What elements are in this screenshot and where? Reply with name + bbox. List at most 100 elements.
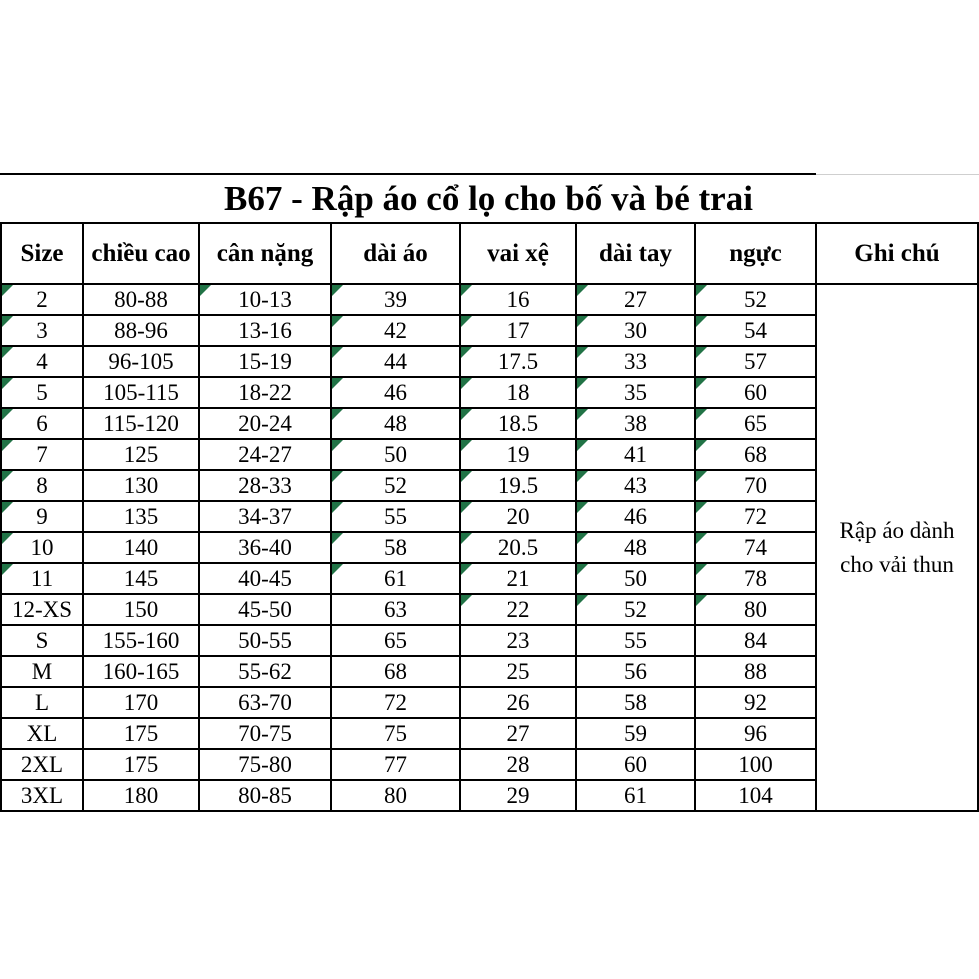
cell-dai-tay: 58 — [575, 686, 696, 719]
cell-vai-xe: 19 — [459, 438, 577, 471]
cell-chieu-cao: 80-88 — [82, 283, 200, 316]
cell-chieu-cao: 170 — [82, 686, 200, 719]
cell-dai-tay: 43 — [575, 469, 696, 502]
excel-error-triangle-icon — [578, 503, 588, 513]
cell-size: 12-XS — [0, 593, 84, 626]
excel-error-triangle-icon — [697, 348, 707, 358]
table-row: 9 135 34-37 55 20 46 72 — [0, 500, 978, 533]
excel-error-triangle-icon — [462, 534, 472, 544]
cell-dai-ao: 42 — [330, 314, 461, 347]
gridline — [816, 174, 979, 175]
cell-can-nang: 10-13 — [198, 283, 332, 316]
cell-nguc: 78 — [694, 562, 817, 595]
cell-nguc: 104 — [694, 779, 817, 812]
cell-chieu-cao: 125 — [82, 438, 200, 471]
cell-nguc: 74 — [694, 531, 817, 564]
cell-dai-ao: 61 — [330, 562, 461, 595]
cell-chieu-cao: 115-120 — [82, 407, 200, 440]
col-header-nguc: ngực — [694, 222, 817, 285]
cell-vai-xe: 23 — [459, 624, 577, 657]
cell-can-nang: 18-22 — [198, 376, 332, 409]
excel-error-triangle-icon — [333, 472, 343, 482]
excel-error-triangle-icon — [462, 472, 472, 482]
cell-nguc: 96 — [694, 717, 817, 750]
cell-size: 10 — [0, 531, 84, 564]
cell-nguc: 65 — [694, 407, 817, 440]
excel-error-triangle-icon — [333, 317, 343, 327]
cell-size: 6 — [0, 407, 84, 440]
table-row: 3 88-96 13-16 42 17 30 54 — [0, 314, 978, 347]
excel-error-triangle-icon — [462, 410, 472, 420]
cell-chieu-cao: 105-115 — [82, 376, 200, 409]
table-row: 4 96-105 15-19 44 17.5 33 57 — [0, 345, 978, 378]
excel-error-triangle-icon — [3, 441, 13, 451]
cell-dai-tay: 27 — [575, 283, 696, 316]
cell-dai-ao: 52 — [330, 469, 461, 502]
excel-error-triangle-icon — [578, 410, 588, 420]
note-line: cho vải thun — [840, 551, 954, 577]
excel-error-triangle-icon — [3, 286, 13, 296]
excel-error-triangle-icon — [462, 348, 472, 358]
note-line: Rập áo dành — [839, 517, 955, 543]
cell-chieu-cao: 145 — [82, 562, 200, 595]
cell-chieu-cao: 175 — [82, 748, 200, 781]
table-row: 3XL 180 80-85 80 29 61 104 — [0, 779, 978, 812]
cell-dai-tay: 41 — [575, 438, 696, 471]
cell-dai-ao: 50 — [330, 438, 461, 471]
cell-nguc: 92 — [694, 686, 817, 719]
excel-error-triangle-icon — [697, 441, 707, 451]
cell-can-nang: 36-40 — [198, 531, 332, 564]
cell-dai-ao: 68 — [330, 655, 461, 688]
col-header-can-nang: cân nặng — [198, 222, 332, 285]
cell-nguc: 80 — [694, 593, 817, 626]
table-row: 7 125 24-27 50 19 41 68 — [0, 438, 978, 471]
header-row: Size chiều cao cân nặng dài áo vai xệ dà… — [0, 222, 979, 285]
cell-size: M — [0, 655, 84, 688]
cell-dai-tay: 46 — [575, 500, 696, 533]
cell-dai-ao: 72 — [330, 686, 461, 719]
cell-can-nang: 15-19 — [198, 345, 332, 378]
excel-error-triangle-icon — [697, 503, 707, 513]
cell-dai-ao: 58 — [330, 531, 461, 564]
cell-chieu-cao: 150 — [82, 593, 200, 626]
cell-dai-tay: 52 — [575, 593, 696, 626]
size-chart-table: Size chiều cao cân nặng dài áo vai xệ dà… — [0, 222, 979, 812]
cell-chieu-cao: 135 — [82, 500, 200, 533]
cell-nguc: 88 — [694, 655, 817, 688]
col-header-size: Size — [0, 222, 84, 285]
excel-error-triangle-icon — [578, 348, 588, 358]
cell-dai-ao: 65 — [330, 624, 461, 657]
excel-error-triangle-icon — [3, 503, 13, 513]
cell-nguc: 100 — [694, 748, 817, 781]
cell-dai-ao: 48 — [330, 407, 461, 440]
excel-error-triangle-icon — [462, 565, 472, 575]
cell-chieu-cao: 88-96 — [82, 314, 200, 347]
cell-vai-xe: 17 — [459, 314, 577, 347]
cell-chieu-cao: 130 — [82, 469, 200, 502]
cell-size: 9 — [0, 500, 84, 533]
cell-size: XL — [0, 717, 84, 750]
table-row: 8 130 28-33 52 19.5 43 70 — [0, 469, 978, 502]
cell-vai-xe: 26 — [459, 686, 577, 719]
excel-error-triangle-icon — [462, 503, 472, 513]
cell-dai-ao: 55 — [330, 500, 461, 533]
cell-dai-tay: 56 — [575, 655, 696, 688]
cell-vai-xe: 20.5 — [459, 531, 577, 564]
cell-size: 3 — [0, 314, 84, 347]
cell-dai-tay: 48 — [575, 531, 696, 564]
cell-size: 8 — [0, 469, 84, 502]
table-row: S 155-160 50-55 65 23 55 84 — [0, 624, 978, 657]
cell-vai-xe: 19.5 — [459, 469, 577, 502]
excel-error-triangle-icon — [333, 410, 343, 420]
cell-size: 11 — [0, 562, 84, 595]
cell-size: 2 — [0, 283, 84, 316]
excel-error-triangle-icon — [578, 472, 588, 482]
excel-error-triangle-icon — [578, 379, 588, 389]
cell-chieu-cao: 155-160 — [82, 624, 200, 657]
cell-dai-tay: 55 — [575, 624, 696, 657]
cell-size: 3XL — [0, 779, 84, 812]
cell-can-nang: 75-80 — [198, 748, 332, 781]
cell-size: 4 — [0, 345, 84, 378]
excel-error-triangle-icon — [697, 565, 707, 575]
col-header-dai-tay: dài tay — [575, 222, 696, 285]
